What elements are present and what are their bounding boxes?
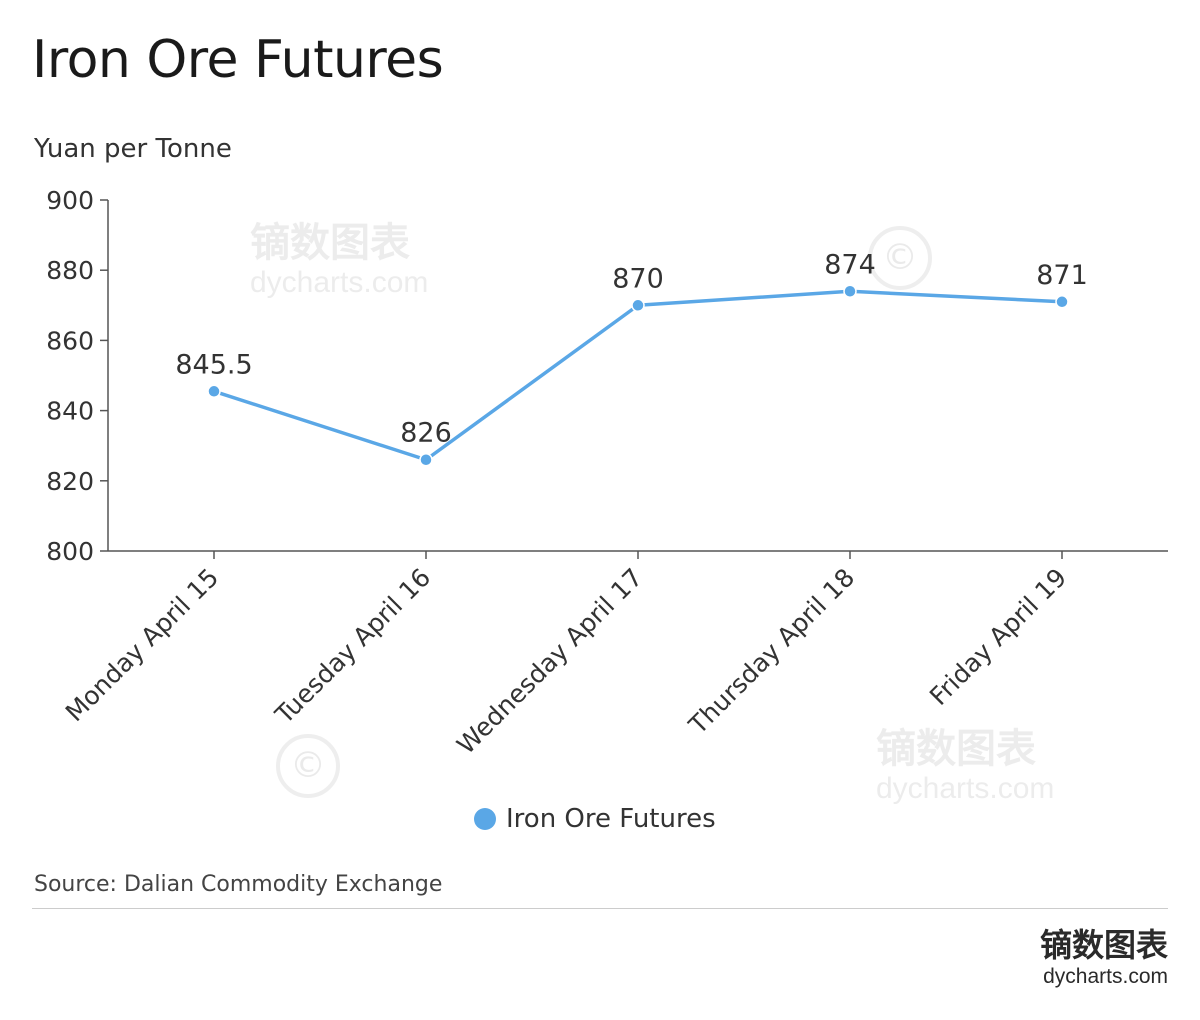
- y-tick-label: 840: [46, 397, 94, 426]
- data-label: 870: [612, 263, 664, 294]
- x-tick-label: Monday April 15: [60, 563, 224, 727]
- brand-name: 镝数图表: [1039, 926, 1168, 964]
- data-label: 845.5: [175, 349, 252, 380]
- y-axis-unit-label: Yuan per Tonne: [34, 134, 232, 164]
- legend: Iron Ore Futures: [474, 804, 716, 834]
- x-tick-label: Wednesday April 17: [451, 563, 648, 760]
- brand-url: dycharts.com: [1043, 965, 1168, 988]
- x-axis: Monday April 15 Tuesday April 16 Wednesday…: [60, 550, 1168, 760]
- data-point: [843, 284, 857, 299]
- series-iron-ore-futures: 845.5 826 870 874 871: [175, 249, 1088, 467]
- legend-swatch: [474, 808, 496, 830]
- data-point: [207, 384, 221, 399]
- y-tick-label: 900: [46, 186, 94, 215]
- series-line: [212, 289, 1064, 462]
- x-tick-label: Tuesday April 16: [269, 563, 436, 730]
- data-label: 826: [400, 418, 452, 449]
- x-tick-label: Thursday April 18: [683, 563, 861, 741]
- y-tick-label: 880: [46, 256, 94, 285]
- y-axis: 800 820 840 860 880 900: [46, 186, 109, 566]
- y-tick-label: 860: [46, 326, 94, 355]
- divider: [32, 908, 1168, 909]
- data-point: [1055, 295, 1069, 309]
- x-tick-label: Friday April 19: [924, 563, 1072, 711]
- y-tick-label: 820: [46, 467, 94, 496]
- data-point: [631, 298, 645, 313]
- y-tick-label: 800: [46, 537, 94, 566]
- source-note: Source: Dalian Commodity Exchange: [34, 872, 443, 897]
- page-title: Iron Ore Futures: [32, 30, 444, 90]
- data-point: [419, 452, 433, 467]
- data-label: 871: [1036, 260, 1088, 291]
- legend-label: Iron Ore Futures: [506, 804, 716, 834]
- data-label: 874: [824, 249, 876, 280]
- brand-logo: 镝数图表 dycharts.com: [1040, 926, 1168, 990]
